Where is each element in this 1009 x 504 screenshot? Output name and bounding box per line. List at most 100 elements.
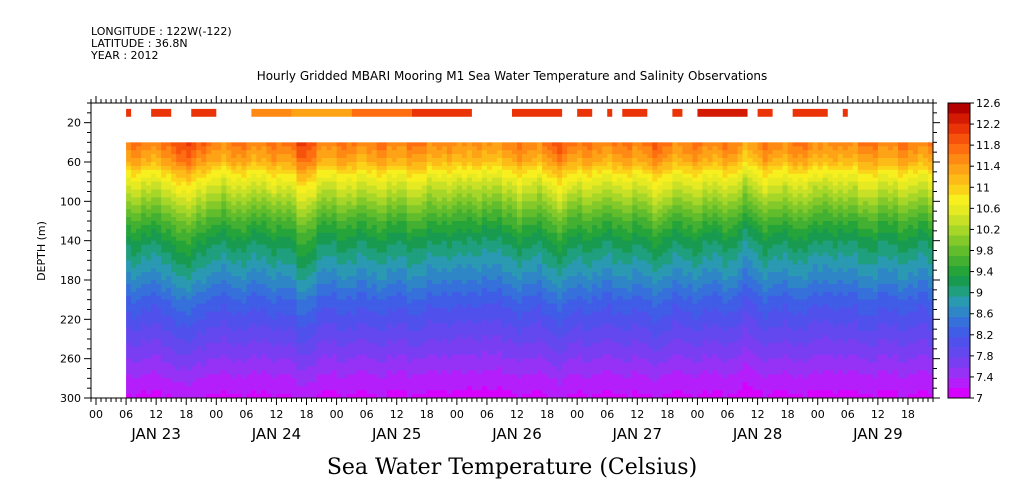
temperature-cell bbox=[371, 299, 378, 304]
temperature-cell bbox=[336, 283, 342, 289]
temperature-cell bbox=[391, 193, 398, 198]
temperature-cell bbox=[486, 185, 493, 190]
temperature-cell bbox=[361, 276, 368, 281]
temperature-cell bbox=[321, 280, 327, 285]
temperature-cell bbox=[431, 319, 438, 324]
temperature-cell bbox=[361, 185, 368, 190]
temperature-cell bbox=[321, 354, 327, 360]
temperature-cell bbox=[446, 382, 453, 387]
temperature-cell bbox=[251, 142, 257, 147]
temperature-cell bbox=[341, 331, 348, 336]
temperature-cell bbox=[336, 217, 342, 222]
temperature-cell bbox=[146, 386, 152, 391]
temperature-cell bbox=[481, 256, 488, 261]
temperature-cell bbox=[216, 382, 222, 387]
temperature-cell bbox=[231, 291, 237, 297]
temperature-cell bbox=[491, 382, 498, 387]
temperature-cell bbox=[471, 173, 478, 179]
temperature-cell bbox=[441, 193, 448, 198]
temperature-cell bbox=[406, 173, 413, 179]
temperature-cell bbox=[306, 142, 312, 147]
temperature-cell bbox=[501, 177, 508, 183]
temperature-cell bbox=[406, 256, 413, 261]
temperature-cell bbox=[496, 193, 503, 198]
temperature-cell bbox=[416, 291, 423, 297]
temperature-cell bbox=[481, 268, 488, 273]
temperature-cell bbox=[296, 307, 302, 312]
temperature-cell bbox=[251, 335, 257, 340]
temperature-cell bbox=[371, 256, 378, 261]
temperature-cell bbox=[216, 366, 222, 371]
temperature-cell bbox=[266, 394, 272, 399]
temperature-cell bbox=[236, 213, 242, 218]
temperature-cell bbox=[456, 303, 463, 308]
temperature-cell bbox=[286, 276, 292, 281]
temperature-cell bbox=[431, 366, 438, 371]
temperature-cell bbox=[386, 287, 393, 293]
temperature-cell bbox=[251, 339, 257, 344]
temperature-cell bbox=[466, 217, 473, 222]
temperature-cell bbox=[286, 217, 292, 222]
temperature-cell bbox=[186, 307, 192, 312]
temperature-cell bbox=[146, 291, 152, 297]
temperature-cell bbox=[156, 303, 162, 308]
temperature-cell bbox=[331, 260, 337, 265]
temperature-cell bbox=[226, 221, 232, 226]
temperature-cell bbox=[446, 295, 453, 301]
temperature-cell bbox=[281, 158, 287, 163]
temperature-cell bbox=[436, 394, 443, 399]
temperature-cell bbox=[301, 370, 307, 375]
temperature-cell bbox=[361, 264, 368, 269]
temperature-cell bbox=[146, 240, 152, 245]
temperature-cell bbox=[306, 252, 312, 257]
temperature-cell bbox=[276, 276, 282, 281]
temperature-cell bbox=[286, 299, 292, 304]
temperature-cell bbox=[361, 224, 368, 230]
temperature-cell bbox=[341, 201, 348, 206]
temperature-cell bbox=[381, 209, 388, 214]
temperature-cell bbox=[316, 142, 322, 147]
temperature-cell bbox=[141, 346, 147, 352]
temperature-cell bbox=[301, 244, 307, 249]
temperature-cell bbox=[371, 295, 378, 301]
temperature-cell bbox=[216, 165, 222, 171]
temperature-cell bbox=[146, 362, 152, 367]
temperature-cell bbox=[371, 386, 378, 391]
temperature-cell bbox=[151, 189, 157, 194]
temperature-cell bbox=[226, 224, 232, 230]
temperature-cell bbox=[196, 311, 202, 316]
temperature-cell bbox=[451, 177, 458, 183]
temperature-cell bbox=[341, 185, 348, 190]
temperature-cell bbox=[351, 158, 358, 163]
temperature-cell bbox=[276, 189, 282, 194]
temperature-cell bbox=[211, 177, 217, 183]
temperature-cell bbox=[176, 307, 182, 312]
temperature-cell bbox=[316, 315, 322, 320]
temperature-cell bbox=[501, 165, 508, 171]
temperature-cell bbox=[161, 283, 167, 289]
temperature-cell bbox=[336, 165, 342, 171]
temperature-cell bbox=[321, 276, 327, 281]
temperature-cell bbox=[356, 201, 363, 206]
temperature-cell bbox=[241, 295, 247, 301]
temperature-cell bbox=[351, 283, 358, 289]
temperature-cell bbox=[191, 205, 197, 210]
temperature-cell bbox=[496, 323, 503, 328]
temperature-cell bbox=[386, 335, 393, 340]
temperature-cell bbox=[296, 299, 302, 304]
temperature-cell bbox=[451, 268, 458, 273]
temperature-cell bbox=[316, 205, 322, 210]
temperature-cell bbox=[371, 185, 378, 190]
temperature-cell bbox=[141, 335, 147, 340]
temperature-cell bbox=[261, 295, 267, 301]
temperature-cell bbox=[421, 370, 428, 375]
temperature-cell bbox=[346, 217, 353, 222]
temperature-cell bbox=[301, 205, 307, 210]
temperature-cell bbox=[486, 205, 493, 210]
temperature-cell bbox=[211, 350, 217, 356]
temperature-cell bbox=[216, 358, 222, 363]
temperature-cell bbox=[316, 354, 322, 360]
temperature-cell bbox=[171, 370, 177, 375]
temperature-cell bbox=[206, 382, 212, 387]
temperature-cell bbox=[386, 291, 393, 297]
